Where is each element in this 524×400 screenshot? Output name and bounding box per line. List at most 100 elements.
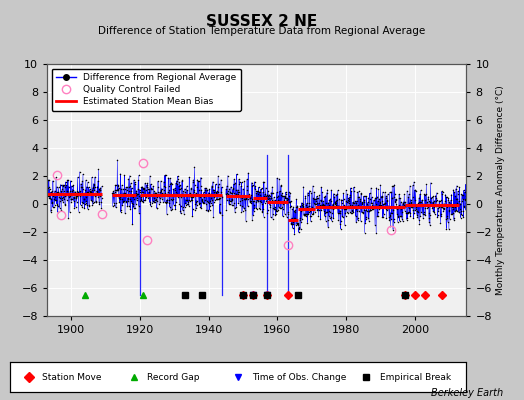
Point (307, 189, 315, 196)
Point (235, 179, 244, 185)
Point (80, 205, 89, 212)
Point (361, 230, 369, 236)
Point (399, 204, 408, 210)
Point (430, 210, 439, 217)
Text: Berkeley Earth: Berkeley Earth (431, 388, 503, 398)
Point (167, 179, 176, 186)
Point (110, 200, 118, 206)
Point (152, 196, 160, 202)
Point (376, 200, 385, 207)
Point (339, 204, 347, 210)
Point (435, 197, 443, 204)
Point (412, 206, 420, 212)
Point (368, 206, 377, 212)
Point (88, 198, 96, 204)
Point (82, 198, 90, 204)
Point (148, 191, 157, 198)
Point (227, 198, 235, 204)
Point (409, 215, 418, 221)
Point (337, 196, 346, 203)
Point (389, 183, 398, 189)
Point (82, 194, 91, 200)
Point (428, 205, 436, 211)
Point (162, 211, 171, 218)
Point (410, 210, 419, 216)
Point (163, 190, 172, 197)
Point (224, 197, 233, 204)
Point (72, 198, 81, 205)
Point (207, 195, 215, 202)
Point (89, 184, 97, 190)
Point (228, 190, 237, 196)
Point (367, 200, 376, 206)
Point (211, 181, 220, 188)
Point (263, 198, 271, 204)
Point (57, 181, 65, 188)
Point (289, 219, 297, 225)
Point (403, 215, 411, 221)
Point (464, 210, 473, 217)
Point (78, 204, 86, 210)
Point (291, 209, 299, 215)
Point (112, 187, 121, 194)
Point (214, 195, 223, 201)
Point (224, 191, 233, 197)
Point (260, 195, 269, 202)
Point (188, 213, 196, 219)
Point (426, 199, 434, 205)
Point (152, 190, 160, 196)
Point (47, 189, 55, 195)
Point (253, 188, 261, 194)
Point (287, 203, 295, 209)
Point (196, 200, 204, 206)
Point (342, 198, 351, 204)
Point (302, 211, 311, 217)
Point (123, 184, 131, 190)
Point (250, 207, 258, 214)
Point (51, 194, 60, 200)
Point (160, 172, 169, 178)
Point (89, 200, 97, 206)
Point (370, 203, 379, 209)
Point (81, 187, 90, 193)
Point (248, 182, 257, 188)
Point (386, 211, 394, 218)
Point (165, 197, 173, 203)
Point (86, 189, 94, 195)
Point (128, 192, 136, 199)
Point (370, 197, 378, 203)
Point (236, 198, 244, 204)
Point (309, 183, 317, 189)
Point (231, 209, 239, 216)
Point (45, 184, 53, 190)
Point (258, 201, 266, 207)
Point (306, 213, 314, 219)
Point (264, 207, 272, 213)
Point (241, 178, 249, 184)
Point (43, 185, 52, 192)
Point (254, 198, 262, 204)
Point (199, 191, 207, 198)
Y-axis label: Monthly Temperature Anomaly Difference (°C): Monthly Temperature Anomaly Difference (… (496, 85, 505, 295)
Point (276, 199, 285, 206)
Point (88, 187, 96, 193)
Point (116, 171, 125, 177)
Point (226, 192, 234, 199)
Point (432, 195, 441, 201)
Point (122, 198, 130, 204)
Point (406, 199, 414, 206)
Point (78, 178, 86, 185)
Point (67, 196, 75, 202)
Point (336, 226, 345, 232)
Point (265, 200, 274, 206)
Point (391, 198, 399, 205)
Point (181, 196, 190, 203)
Point (133, 195, 141, 202)
Point (289, 221, 297, 227)
Point (110, 202, 118, 208)
Point (285, 199, 293, 206)
Point (78, 199, 86, 206)
Point (227, 196, 236, 202)
Point (364, 194, 373, 201)
Point (90, 180, 98, 187)
